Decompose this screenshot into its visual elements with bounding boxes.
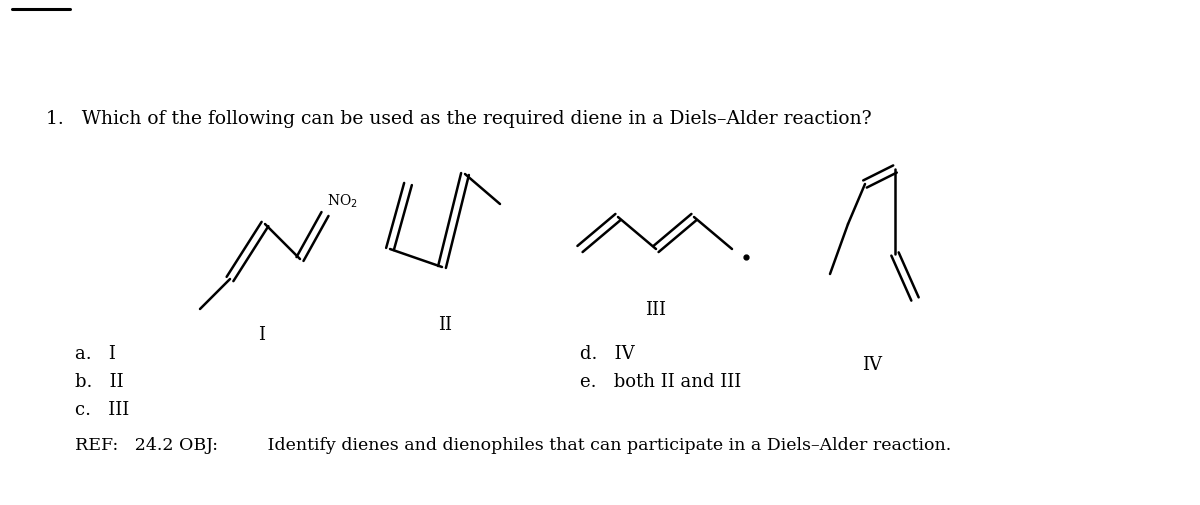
Text: e.   both II and III: e. both II and III <box>580 372 742 390</box>
Text: REF:   24.2 OBJ:         Identify dienes and dienophiles that can participate in: REF: 24.2 OBJ: Identify dienes and dieno… <box>74 436 952 453</box>
Text: II: II <box>438 316 452 333</box>
Text: b.   II: b. II <box>74 372 124 390</box>
Text: d.   IV: d. IV <box>580 344 635 362</box>
Text: 1.   Which of the following can be used as the required diene in a Diels–Alder r: 1. Which of the following can be used as… <box>46 110 871 128</box>
Text: I: I <box>258 325 265 343</box>
Text: c.   III: c. III <box>74 400 130 418</box>
Text: III: III <box>646 300 666 318</box>
Text: a.   I: a. I <box>74 344 116 362</box>
Text: NO$_2$: NO$_2$ <box>326 192 358 210</box>
Text: IV: IV <box>862 356 882 373</box>
